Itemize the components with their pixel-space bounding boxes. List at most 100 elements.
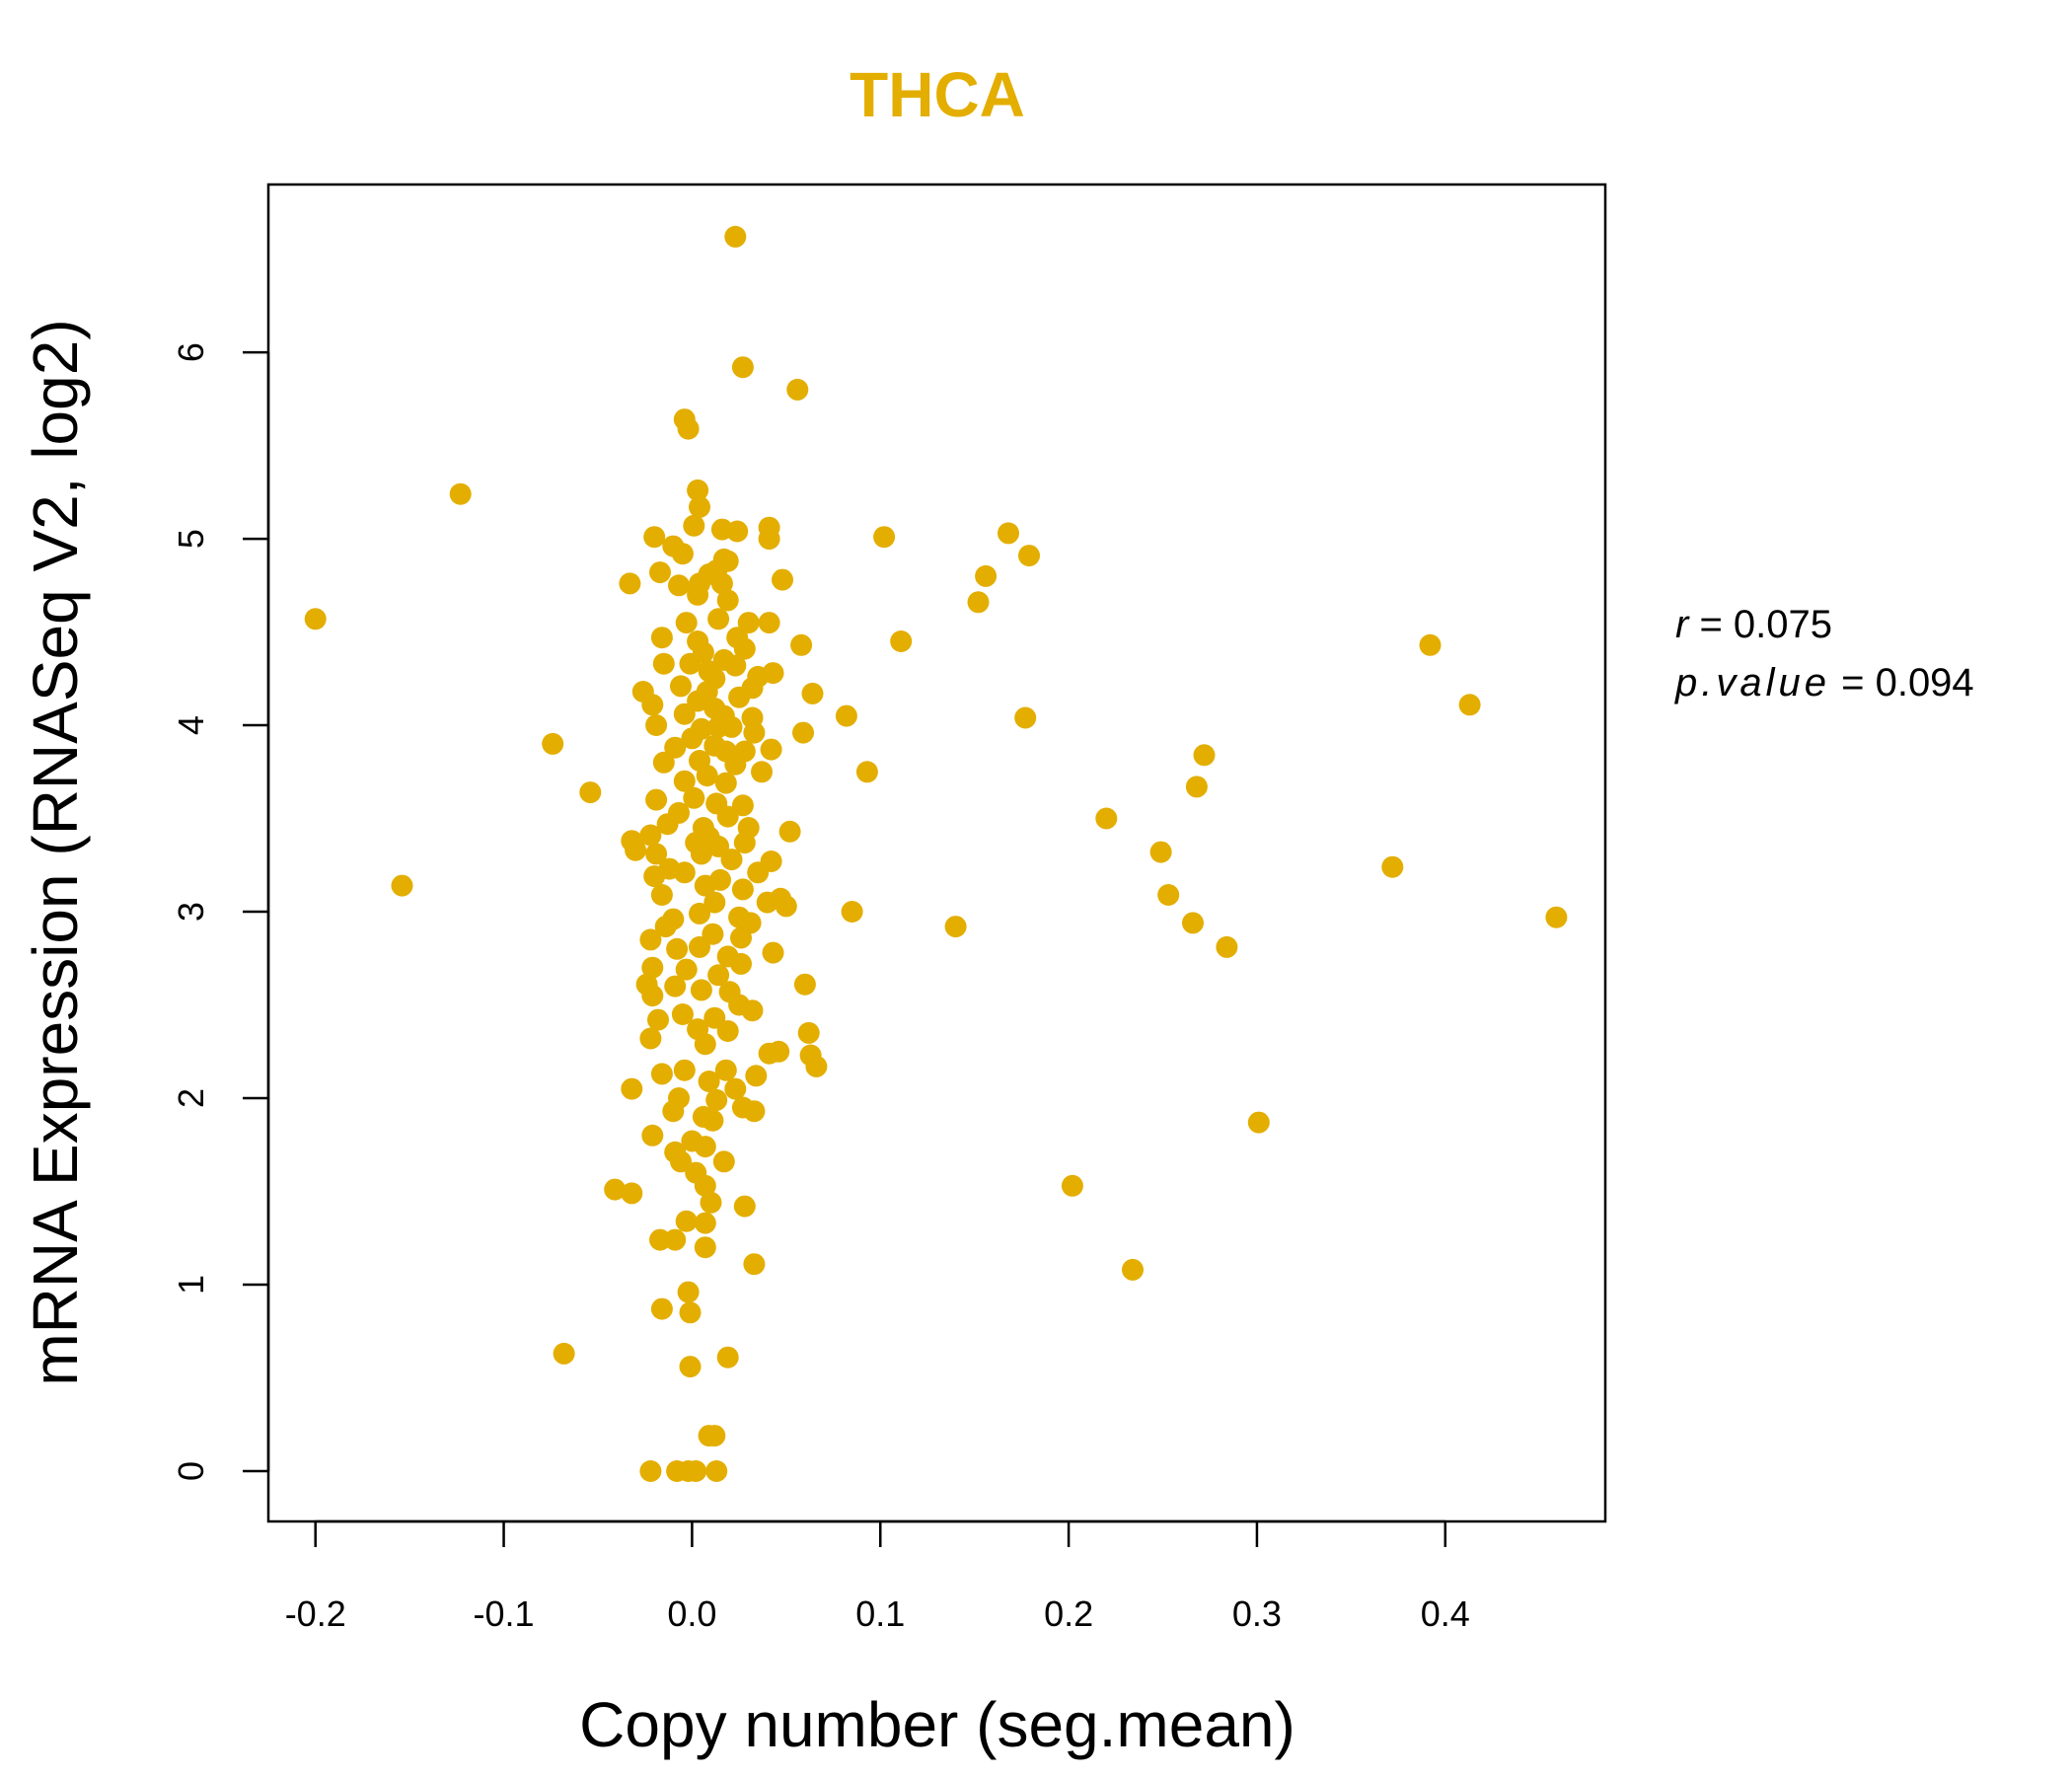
data-point <box>855 761 878 783</box>
data-point <box>679 652 702 675</box>
y-tick-label: 4 <box>171 715 211 735</box>
data-point <box>760 738 782 761</box>
x-tick-label: 0.1 <box>855 1593 905 1634</box>
data-point <box>731 794 754 817</box>
data-point <box>762 941 784 964</box>
data-point <box>724 1077 747 1100</box>
data-point <box>835 704 857 727</box>
data-point <box>703 891 726 914</box>
data-point <box>664 975 687 998</box>
data-point <box>793 973 816 996</box>
data-point <box>758 1042 780 1065</box>
data-point <box>652 652 675 675</box>
data-point <box>1381 855 1404 878</box>
data-point <box>694 1212 716 1234</box>
y-axis: 0 1 2 3 4 5 6 <box>171 342 270 1481</box>
data-point <box>673 861 696 884</box>
data-point <box>710 572 733 595</box>
data-point <box>1095 807 1118 830</box>
data-point <box>391 874 413 897</box>
data-point <box>756 891 778 914</box>
data-point <box>1122 1258 1144 1281</box>
data-point <box>625 839 647 861</box>
data-point <box>743 1253 766 1276</box>
data-point <box>650 884 673 906</box>
data-point <box>733 832 756 854</box>
data-point <box>604 1178 627 1201</box>
data-point <box>696 765 718 787</box>
data-point <box>726 520 749 543</box>
y-tick-label: 1 <box>171 1275 211 1295</box>
data-point <box>1193 744 1216 767</box>
x-tick-label: 0.2 <box>1044 1593 1093 1634</box>
x-axis: -0.2 -0.1 0.0 0.1 0.2 0.3 0.4 <box>285 1519 1470 1634</box>
y-tick-label: 6 <box>171 342 211 362</box>
data-point <box>553 1342 575 1365</box>
data-point <box>643 865 666 888</box>
p-value-label: p.value <box>1674 661 1830 704</box>
data-point <box>733 1195 756 1218</box>
data-point <box>671 1003 694 1025</box>
data-point <box>703 1006 726 1029</box>
data-point <box>758 612 780 634</box>
data-point <box>758 528 780 551</box>
data-point <box>449 482 472 505</box>
data-point <box>1014 706 1037 729</box>
data-point <box>683 514 705 537</box>
data-point <box>707 835 730 857</box>
data-point <box>649 561 671 584</box>
data-point <box>649 1228 671 1251</box>
data-point <box>1458 694 1481 716</box>
correlation-stats: r = 0.075 p.value = 0.094 <box>1674 603 1974 704</box>
x-tick-label: 0.3 <box>1232 1593 1282 1634</box>
data-point <box>673 703 696 725</box>
data-point <box>664 736 687 759</box>
data-point <box>621 1077 643 1100</box>
data-point <box>733 637 756 660</box>
data-point <box>702 1109 724 1132</box>
p-value-equals: = <box>1830 661 1876 704</box>
data-point <box>720 715 743 738</box>
data-point <box>673 1059 696 1081</box>
data-point <box>689 902 710 925</box>
data-point <box>786 378 809 401</box>
data-point <box>670 675 692 698</box>
data-point <box>944 916 967 938</box>
data-point <box>675 1210 698 1232</box>
r-equals: = <box>1688 603 1734 646</box>
data-point <box>641 1124 664 1147</box>
data-point <box>801 682 824 704</box>
data-point <box>668 574 690 597</box>
r-value: 0.075 <box>1734 603 1832 646</box>
data-point <box>714 1059 737 1081</box>
data-point <box>731 356 754 379</box>
data-point <box>681 727 703 750</box>
data-point <box>712 1150 735 1173</box>
data-point <box>724 654 747 677</box>
data-point <box>645 843 668 865</box>
data-point <box>1018 545 1040 567</box>
data-point <box>724 225 747 248</box>
data-point <box>778 820 801 843</box>
data-point <box>641 985 664 1007</box>
data-point <box>579 781 602 804</box>
chart-title: THCA <box>850 59 1025 130</box>
data-point <box>805 1055 828 1077</box>
data-point <box>694 1033 716 1056</box>
data-point <box>724 753 747 776</box>
data-point <box>542 732 564 755</box>
data-point <box>716 589 739 612</box>
data-point <box>679 1301 702 1324</box>
data-point <box>677 1281 700 1303</box>
data-point <box>639 1460 662 1482</box>
data-point <box>967 591 990 614</box>
data-point <box>797 1021 820 1044</box>
data-point <box>705 1460 728 1482</box>
data-point <box>890 630 913 652</box>
data-point <box>683 786 705 809</box>
data-point <box>1182 912 1204 934</box>
data-point <box>662 1100 685 1123</box>
data-point <box>694 874 716 897</box>
data-point <box>694 1174 716 1197</box>
